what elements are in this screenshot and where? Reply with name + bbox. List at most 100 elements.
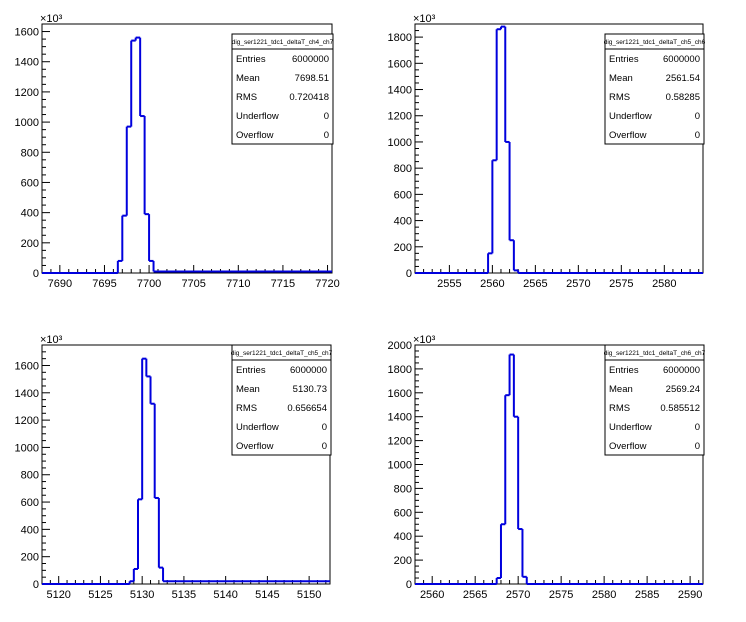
x-tick-label: 7715 xyxy=(271,278,295,290)
y-tick-label: 1200 xyxy=(388,436,412,448)
x-tick-label: 2555 xyxy=(437,278,461,290)
y-tick-label: 1600 xyxy=(15,27,39,39)
y-exponent-label: ×10³ xyxy=(413,13,436,25)
y-tick-label: 400 xyxy=(21,524,39,536)
x-tick-label: 5150 xyxy=(297,589,321,601)
y-tick-label: 800 xyxy=(21,470,39,482)
x-tick-label: 7695 xyxy=(92,278,116,290)
y-tick-label: 1200 xyxy=(15,415,39,427)
x-tick-label: 2590 xyxy=(678,589,702,601)
y-tick-label: 1000 xyxy=(15,117,39,129)
y-tick-label: 0 xyxy=(33,579,39,591)
stats-row-label: RMS xyxy=(609,403,630,414)
y-tick-label: 1600 xyxy=(388,388,412,400)
stats-row-value: 0 xyxy=(324,111,329,122)
histogram-panel-4: ×10³ 0 200 400 600 800 1000 1200 1400 1600 1800 200… xyxy=(388,334,706,601)
histogram-panel-1: ×10³ 0 200 400 600 800 1000 1200 1400 1600 7690 769… xyxy=(15,13,340,290)
stats-row-value: 0 xyxy=(695,441,700,452)
y-tick-label: 400 xyxy=(394,216,412,228)
y-tick-label: 1400 xyxy=(388,85,412,97)
stats-row-label: Mean xyxy=(236,73,260,84)
stats-box: dig_ser1221_tdc1_deltaT_ch4_ch7 Entries 60… xyxy=(231,33,334,145)
x-tick-label: 5120 xyxy=(46,589,70,601)
y-tick-label: 1000 xyxy=(388,137,412,149)
stats-row-value: 0.585512 xyxy=(660,403,700,414)
y-tick-label: 800 xyxy=(394,483,412,495)
x-tick-label: 5125 xyxy=(88,589,112,601)
stats-row-label: Mean xyxy=(609,73,633,84)
x-tick-label: 7705 xyxy=(181,278,205,290)
x-tick-label: 5145 xyxy=(255,589,279,601)
stats-row-label: RMS xyxy=(236,403,257,414)
x-tick-label: 7710 xyxy=(226,278,250,290)
stats-row-label: Entries xyxy=(236,365,266,376)
stats-row-label: Entries xyxy=(609,365,639,376)
x-tick-label: 7700 xyxy=(137,278,161,290)
stats-row-label: Overflow xyxy=(609,441,647,452)
x-tick-label: 2570 xyxy=(566,278,590,290)
stats-row-value: 6000000 xyxy=(663,365,700,376)
stats-box: dig_ser1221_tdc1_deltaT_ch5_ch6 Entries 60… xyxy=(604,33,706,145)
x-tick-label: 2580 xyxy=(652,278,676,290)
y-tick-label: 1000 xyxy=(15,442,39,454)
stats-histogram-name: dig_ser1221_tdc1_deltaT_ch6_ch7 xyxy=(604,350,706,357)
stats-box-frame xyxy=(231,344,332,456)
stats-row-value: 5130.73 xyxy=(293,384,327,395)
y-tick-label: 800 xyxy=(394,163,412,175)
stats-row-label: Underflow xyxy=(236,422,279,433)
stats-row-label: Overflow xyxy=(609,130,647,141)
stats-row-label: RMS xyxy=(236,92,257,103)
x-tick-label: 5140 xyxy=(213,589,237,601)
stats-row-label: Underflow xyxy=(609,111,652,122)
stats-row-value: 2569.24 xyxy=(666,384,700,395)
plot-frame xyxy=(41,344,331,585)
y-tick-label: 1600 xyxy=(15,360,39,372)
stats-row-label: Mean xyxy=(236,384,260,395)
stats-row-value: 0 xyxy=(324,130,329,141)
y-tick-label: 1200 xyxy=(388,111,412,123)
plot-frame xyxy=(41,23,333,274)
x-tick-label: 2565 xyxy=(523,278,547,290)
x-tick-label: 2560 xyxy=(420,589,444,601)
x-tick-label: 7690 xyxy=(48,278,72,290)
x-tick-label: 2580 xyxy=(592,589,616,601)
y-tick-label: 1800 xyxy=(388,32,412,44)
y-tick-label: 0 xyxy=(406,579,412,591)
y-tick-label: 0 xyxy=(33,268,39,280)
y-tick-label: 1400 xyxy=(15,57,39,69)
stats-box: dig_ser1221_tdc1_deltaT_ch5_ch7 Entries 60… xyxy=(231,344,333,456)
stats-row-value: 0 xyxy=(695,111,700,122)
stats-row-value: 0 xyxy=(695,130,700,141)
y-tick-label: 2000 xyxy=(388,340,412,352)
stats-row-label: Underflow xyxy=(609,422,652,433)
y-tick-label: 800 xyxy=(21,147,39,159)
histogram-panel-2: ×10³ 0 200 400 600 800 1000 1200 1400 1600 1800 255… xyxy=(388,13,706,290)
stats-box-frame xyxy=(604,344,705,456)
stats-row-label: Underflow xyxy=(236,111,279,122)
stats-row-label: Entries xyxy=(609,54,639,65)
y-tick-label: 200 xyxy=(21,552,39,564)
stats-box-frame xyxy=(231,33,334,145)
y-tick-label: 200 xyxy=(21,238,39,250)
x-tick-label: 2575 xyxy=(609,278,633,290)
stats-row-value: 6000000 xyxy=(663,54,700,65)
y-tick-label: 1800 xyxy=(388,364,412,376)
stats-row-value: 0 xyxy=(322,422,327,433)
x-tick-label: 2585 xyxy=(635,589,659,601)
x-tick-label: 2570 xyxy=(506,589,530,601)
stats-row-value: 2561.54 xyxy=(666,73,700,84)
x-tick-label: 7720 xyxy=(315,278,339,290)
x-tick-label: 2575 xyxy=(549,589,573,601)
x-tick-label: 5130 xyxy=(130,589,154,601)
y-tick-label: 600 xyxy=(394,507,412,519)
y-tick-label: 600 xyxy=(21,177,39,189)
stats-histogram-name: dig_ser1221_tdc1_deltaT_ch5_ch7 xyxy=(231,350,333,357)
stats-row-label: Mean xyxy=(609,384,633,395)
stats-row-value: 0 xyxy=(322,441,327,452)
stats-row-value: 6000000 xyxy=(292,54,329,65)
x-tick-label: 2565 xyxy=(463,589,487,601)
y-tick-label: 1200 xyxy=(15,87,39,99)
stats-row-label: Overflow xyxy=(236,130,274,141)
y-tick-label: 400 xyxy=(21,208,39,220)
y-tick-label: 600 xyxy=(21,497,39,509)
